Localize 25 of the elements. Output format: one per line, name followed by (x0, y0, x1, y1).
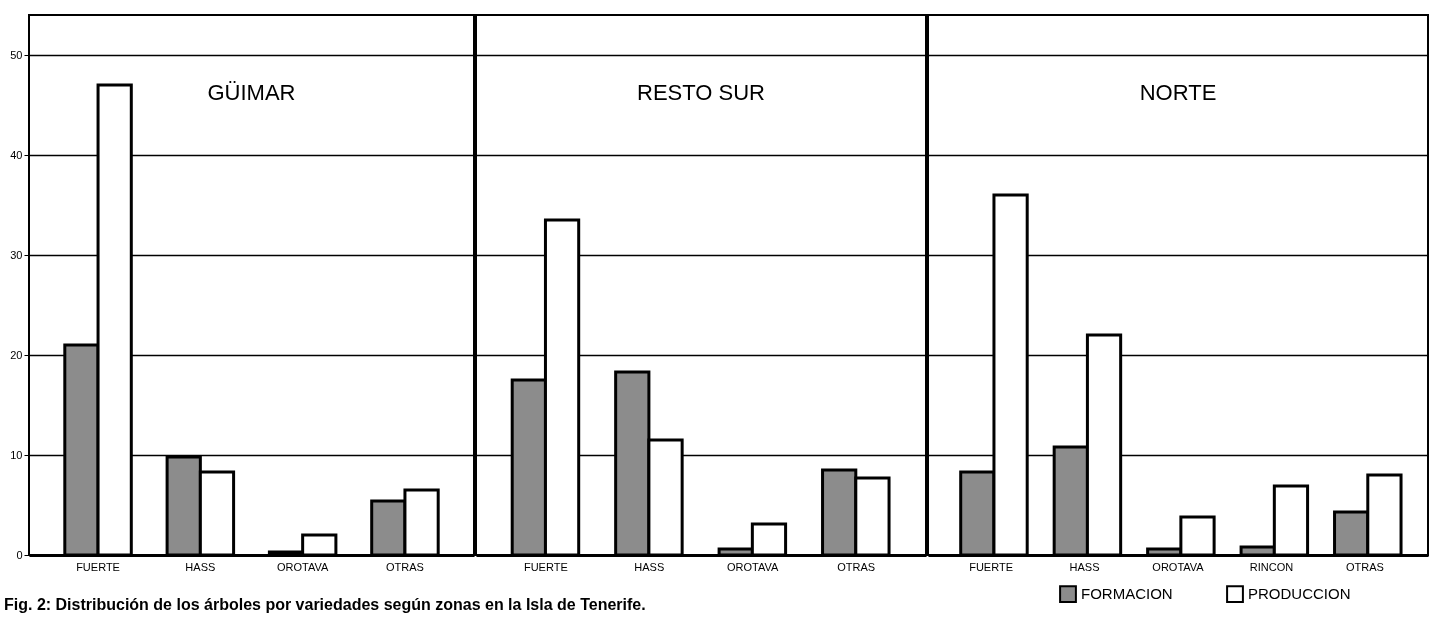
y-tick-label: 10 (10, 448, 23, 461)
x-tick-label: OROTAVA (1152, 560, 1205, 573)
text: NORTE (1139, 80, 1217, 105)
x-tick-label: HASS (185, 560, 216, 573)
caption: Fig. 2: Distribución de los árboles por variedades según zonas en la Isla de Tenerife. (4, 596, 646, 614)
x-tick-label: OTRAS (386, 560, 424, 573)
x-tick-label: HASS (1069, 560, 1100, 573)
text: RESTO SUR (637, 80, 765, 105)
text: GÜIMAR (207, 80, 296, 105)
legend-label: PRODUCCION (1248, 585, 1351, 603)
x-tick-label: RINCON (1249, 560, 1294, 573)
y-tick-label: 50 (10, 48, 23, 61)
x-tick-label: OTRAS (1345, 560, 1384, 573)
y-tick-label: 40 (10, 148, 23, 161)
x-tick-label: FUERTE (76, 560, 120, 573)
y-tick-label: 20 (10, 348, 23, 361)
y-tick-label: 30 (10, 248, 23, 261)
x-tick-label: FUERTE (523, 560, 568, 573)
x-tick-label: OTRAS (837, 560, 876, 573)
x-tick-label: OROTAVA (276, 560, 329, 573)
x-tick-label: HASS (634, 560, 665, 573)
y-tick-label: 0 (16, 548, 23, 561)
x-tick-label: OROTAVA (727, 560, 780, 573)
x-tick-label: FUERTE (969, 560, 1013, 573)
legend-label: FORMACION (1081, 585, 1173, 603)
